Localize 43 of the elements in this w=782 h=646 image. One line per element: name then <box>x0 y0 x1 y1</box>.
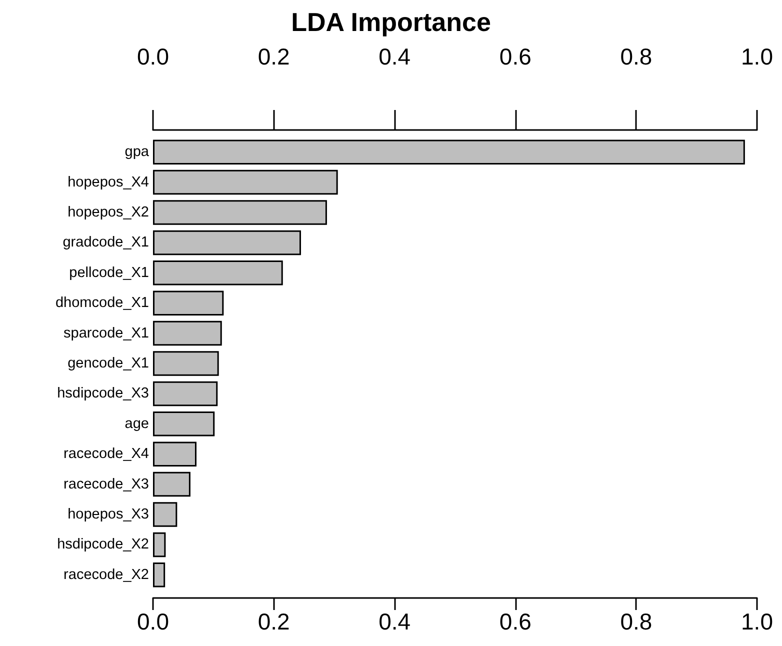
bar <box>153 472 190 497</box>
y-tick-label: hopepos_X4 <box>68 174 149 190</box>
x-tick-label: 0.8 <box>620 44 652 70</box>
chart-title: LDA Importance <box>291 7 491 37</box>
x-tick-label: 0.6 <box>499 44 532 70</box>
y-tick-label: gencode_X1 <box>68 356 149 372</box>
bar <box>153 532 166 558</box>
bar <box>153 442 196 466</box>
x-tick-label: 0.2 <box>258 44 290 70</box>
bar <box>153 140 745 164</box>
x2-tick-label: 0.2 <box>258 608 290 634</box>
y-tick-label: hopepos_X2 <box>68 204 149 220</box>
bar <box>153 230 301 256</box>
x2-tick-label: 1.0 <box>741 608 773 634</box>
y-tick-label: hsdipcode_X2 <box>57 536 149 553</box>
y-tick-label: gpa <box>124 144 150 160</box>
y-tick-label: racecode_X3 <box>64 476 149 492</box>
x2-tick-label: 0.0 <box>137 608 169 634</box>
x-tick-label: 0.4 <box>378 44 411 70</box>
x2-tick-label: 0.4 <box>378 608 411 634</box>
bar <box>153 290 224 316</box>
y-tick-label: hsdipcode_X3 <box>57 386 149 402</box>
bar <box>153 412 215 436</box>
y-tick-label: sparcode_X1 <box>64 325 149 342</box>
x-tick-label: 0.0 <box>137 44 169 70</box>
y-tick-label: pellcode_X1 <box>69 264 149 281</box>
y-tick-label: hopepos_X3 <box>68 506 149 522</box>
bar <box>153 260 283 286</box>
x2-tick-label: 0.8 <box>620 608 652 634</box>
bar <box>153 351 219 376</box>
bar <box>153 170 338 195</box>
y-tick-label: gradcode_X1 <box>62 234 149 251</box>
bar <box>153 320 222 346</box>
bar <box>153 381 218 406</box>
bar <box>153 502 178 527</box>
bar <box>153 200 327 225</box>
x-tick-label: 1.0 <box>741 44 773 70</box>
y-tick-label: age <box>124 416 149 432</box>
x2-tick-label: 0.6 <box>499 608 532 634</box>
y-tick-label: racecode_X4 <box>64 446 149 462</box>
bar <box>153 562 166 588</box>
y-tick-label: racecode_X2 <box>64 566 149 583</box>
y-tick-label: dhomcode_X1 <box>55 295 149 312</box>
